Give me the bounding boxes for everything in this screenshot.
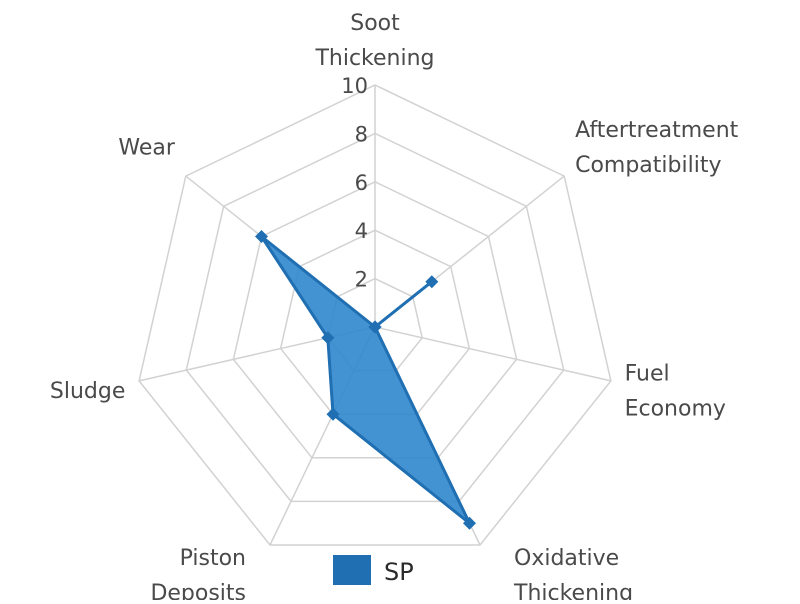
tick-label: 8 xyxy=(355,122,368,146)
legend[interactable]: SP xyxy=(333,555,414,586)
axis-label-line: Compatibility xyxy=(575,153,721,178)
tick-label: 6 xyxy=(355,171,368,195)
data-point-3[interactable] xyxy=(463,516,476,530)
axis-label-line: Sludge xyxy=(50,379,126,404)
axis-label-1: Aftertreatment Compatibility xyxy=(575,118,739,178)
axis-label-line: Oxidative xyxy=(514,546,619,571)
series-layer xyxy=(255,230,476,530)
axis-label-line: Thickening xyxy=(513,581,633,600)
axis-label-line: Soot xyxy=(350,11,400,36)
legend-swatch-sp[interactable] xyxy=(333,555,371,585)
tick-label: 2 xyxy=(355,268,368,292)
axis-label-0: Soot Thickening xyxy=(314,11,434,71)
axis-label-line: Aftertreatment xyxy=(575,118,739,143)
tick-label: 10 xyxy=(341,74,368,98)
axis-label-6: Wear xyxy=(118,135,175,160)
data-point-1[interactable] xyxy=(425,275,439,289)
axis-label-3: Oxidative Thickening xyxy=(513,546,633,600)
axis-label-line: Thickening xyxy=(314,46,434,71)
tick-labels: 2 4 6 8 10 xyxy=(341,74,368,292)
legend-label-sp[interactable]: SP xyxy=(384,558,414,586)
axis-label-4: Piston Deposits xyxy=(150,546,246,600)
grid-spoke xyxy=(374,326,612,382)
grid xyxy=(138,84,612,546)
axis-label-line: Economy xyxy=(625,397,726,422)
grid-ring xyxy=(232,180,518,459)
axis-label-line: Fuel xyxy=(625,362,670,387)
data-point-5[interactable] xyxy=(321,331,335,345)
grid-ring xyxy=(185,132,565,503)
data-point-4[interactable] xyxy=(326,407,340,421)
axis-label-2: Fuel Economy xyxy=(625,362,726,422)
series-area-sp xyxy=(260,235,471,525)
data-point-6[interactable] xyxy=(255,230,268,243)
axis-label-line: Wear xyxy=(118,135,175,160)
data-point-2[interactable] xyxy=(368,320,382,334)
axis-label-line: Deposits xyxy=(150,581,246,600)
grid-ring xyxy=(138,84,612,546)
axis-label-line: Piston xyxy=(180,546,246,571)
axis-label-5: Sludge xyxy=(50,379,126,404)
tick-label: 4 xyxy=(355,219,368,243)
axis-labels: Soot Thickening Aftertreatment Compatibilit… xyxy=(50,11,739,604)
